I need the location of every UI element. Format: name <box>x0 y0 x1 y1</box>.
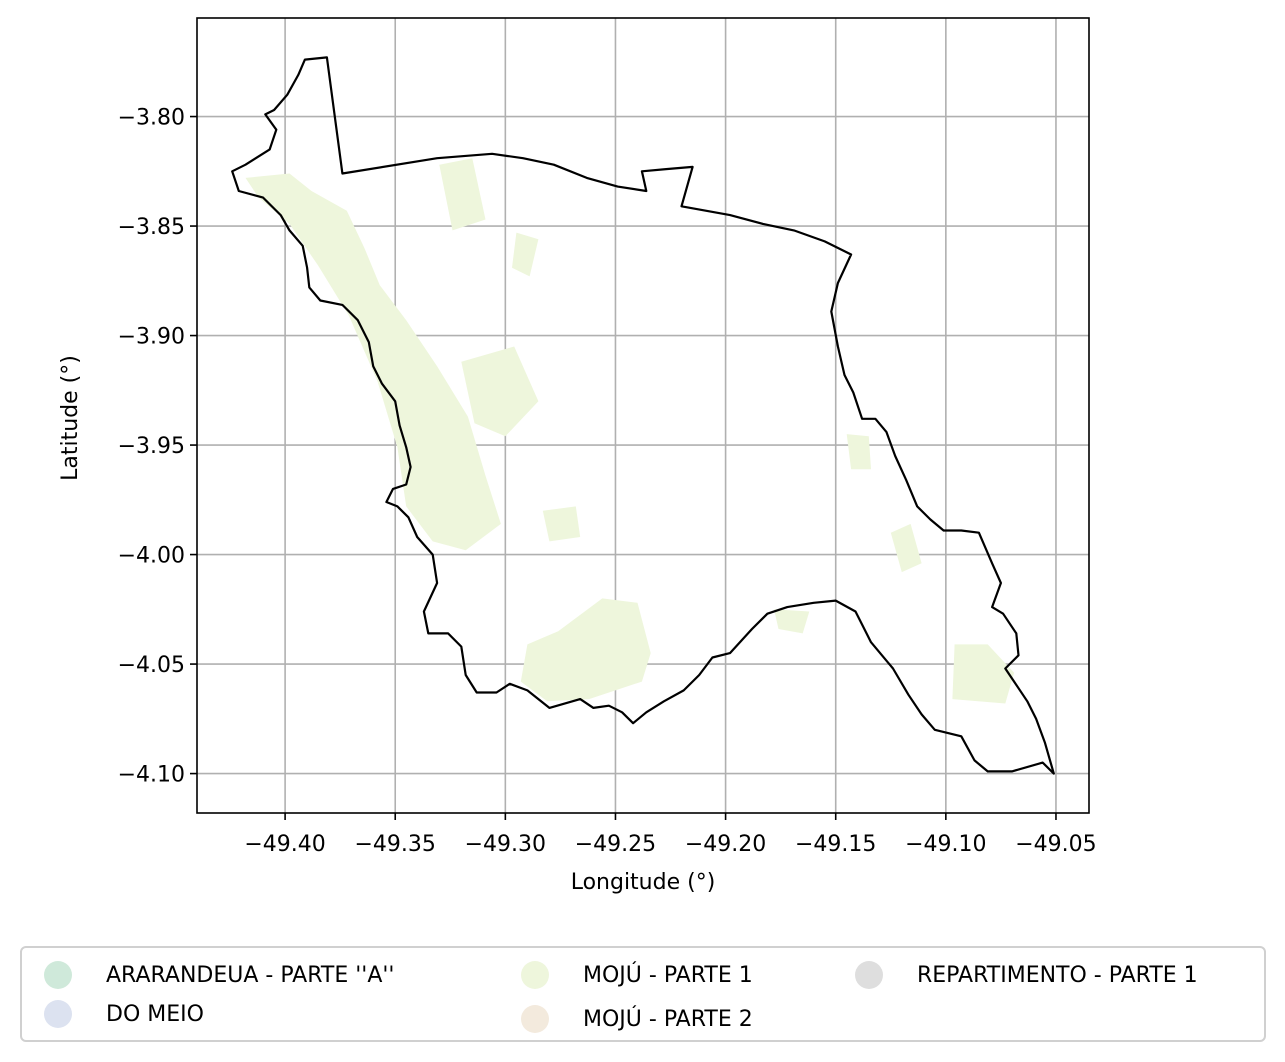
legend-label-do-meio: DO MEIO <box>106 1001 204 1027</box>
basin-region-moju-parte-1 <box>952 644 1015 704</box>
legend-item-moju-parte-1: MOJÚ - PARTE 1 <box>521 958 753 992</box>
gridlines <box>197 18 1089 813</box>
basin-region-moju-parte-1 <box>774 609 810 634</box>
legend-item-repartimento: REPARTIMENTO - PARTE 1 <box>855 958 1198 992</box>
y-tick-label: −4.10 <box>118 763 185 788</box>
map-figure: −49.40 −49.35 −49.30 −49.25 −49.20 −49.15 −49.… <box>58 17 1097 895</box>
x-tick-label: −49.35 <box>355 832 436 857</box>
y-tick-label: −4.05 <box>118 653 185 678</box>
legend-item-moju-parte-2: MOJÚ - PARTE 2 <box>521 1002 753 1036</box>
x-tick-label: −49.15 <box>795 832 876 857</box>
basin-region-moju-parte-1 <box>520 598 651 702</box>
basin-region-moju-parte-1 <box>461 346 539 437</box>
basin-region-moju-parte-1 <box>890 523 922 573</box>
basin-region-moju-parte-1 <box>512 232 539 277</box>
plot-frame <box>196 17 1090 814</box>
basin-region-moju-parte-1 <box>846 434 871 470</box>
y-tick-label: −4.00 <box>118 544 185 569</box>
y-tick-label: −3.95 <box>118 434 185 459</box>
x-tick-label: −49.20 <box>685 832 766 857</box>
plot-area <box>197 18 1089 813</box>
x-axis-label: Longitude (°) <box>571 870 716 895</box>
legend-marker-repartimento <box>855 961 883 989</box>
legend-marker-do-meio <box>44 1000 72 1028</box>
legend-item-ararandeua: ARARANDEUA - PARTE ''A'' <box>44 958 394 992</box>
y-axis-ticks: −3.80 −3.85 −3.90 −3.95 −4.00 −4.05 −4.10 <box>118 106 197 788</box>
legend-marker-ararandeua <box>44 961 72 989</box>
legend-marker-moju-parte-2 <box>521 1005 549 1033</box>
x-tick-label: −49.25 <box>575 832 656 857</box>
y-tick-label: −3.90 <box>118 325 185 350</box>
legend-marker-moju-parte-1 <box>521 961 549 989</box>
legend-label-moju-parte-2: MOJÚ - PARTE 2 <box>583 1006 753 1032</box>
y-tick-label: −3.80 <box>118 106 185 131</box>
legend-label-repartimento: REPARTIMENTO - PARTE 1 <box>917 962 1198 988</box>
x-axis-ticks: −49.40 −49.35 −49.30 −49.25 −49.20 −49.15 −49.… <box>244 813 1097 857</box>
legend-label-moju-parte-1: MOJÚ - PARTE 1 <box>583 962 753 988</box>
x-tick-label: −49.30 <box>465 832 546 857</box>
municipality-boundary <box>231 56 1055 775</box>
x-tick-label: −49.40 <box>244 832 325 857</box>
legend: ARARANDEUA - PARTE ''A'' DO MEIO MOJÚ - … <box>20 946 1266 1042</box>
legend-item-do-meio: DO MEIO <box>44 997 204 1031</box>
legend-label-ararandeua: ARARANDEUA - PARTE ''A'' <box>106 962 395 988</box>
y-axis-label: Latitude (°) <box>58 355 83 481</box>
municipality-outline <box>231 56 1055 775</box>
y-tick-label: −3.85 <box>118 215 185 240</box>
basin-region-moju-parte-1 <box>542 506 581 542</box>
x-tick-label: −49.10 <box>905 832 986 857</box>
basin-region-moju-parte-1 <box>439 158 486 231</box>
x-tick-label: −49.05 <box>1015 832 1096 857</box>
